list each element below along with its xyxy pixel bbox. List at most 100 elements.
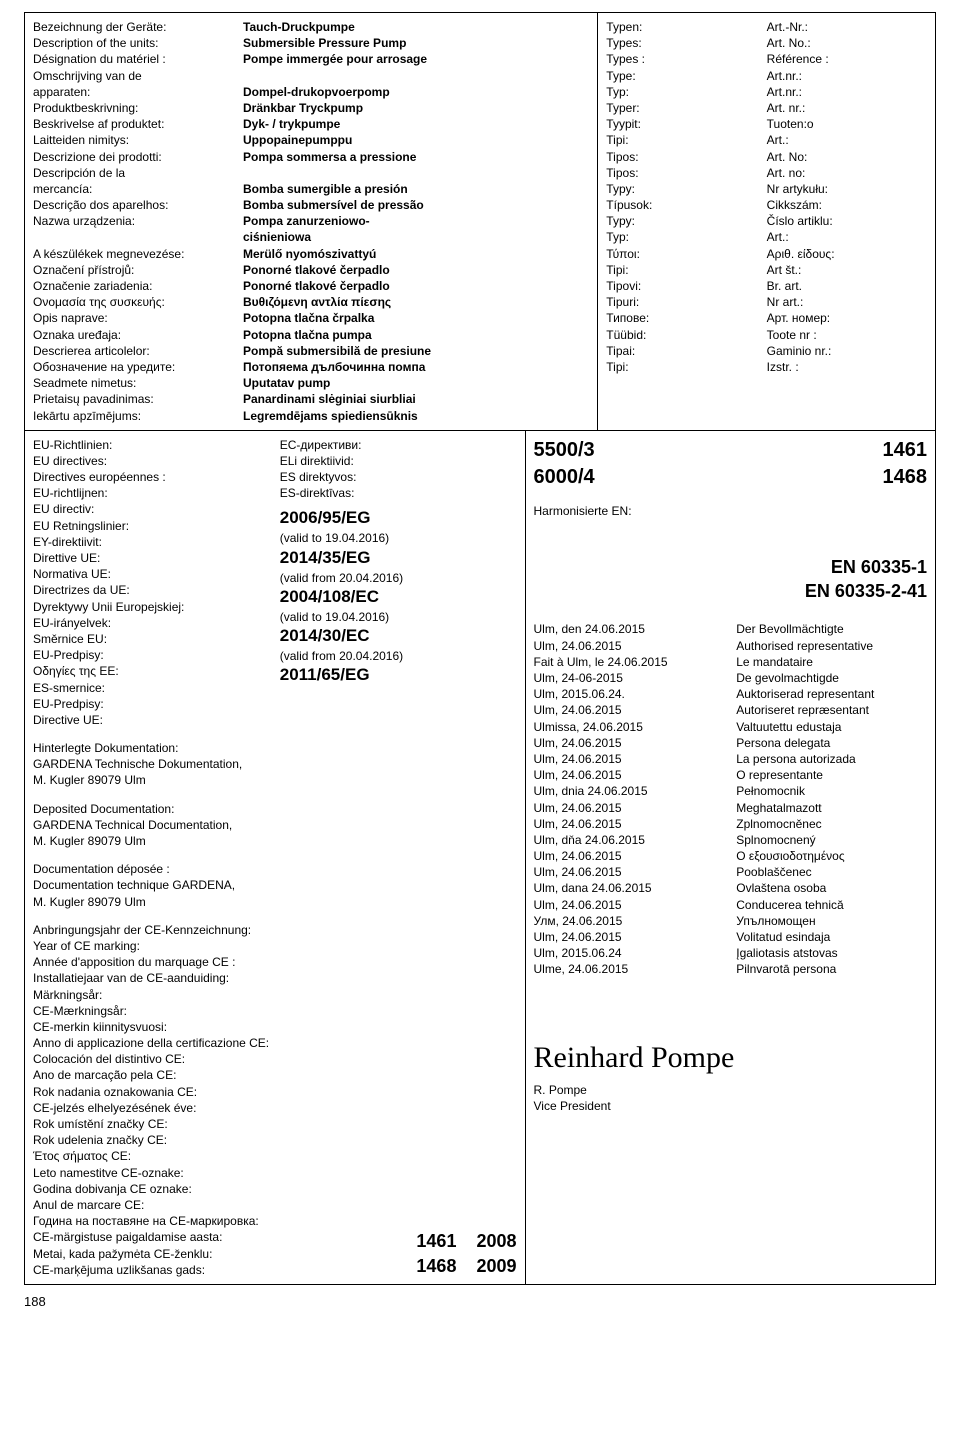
representative-line: Auktoriserad representant — [736, 686, 927, 702]
ce-year-2009: 2009 — [476, 1254, 516, 1278]
description-label: Označenie zariadenia: — [33, 278, 243, 294]
type-label: Tipos: — [606, 165, 766, 181]
date-line: Ulm, 24.06.2015 — [534, 751, 725, 767]
type-label: Tipos: — [606, 149, 766, 165]
eu-directive-label: EU-Predpisy: — [33, 696, 270, 712]
artno-label: Art. No.: — [767, 35, 927, 51]
date-line: Ulm, 24.06.2015 — [534, 848, 725, 864]
ce-year-label: Colocación del distintivo CE: — [33, 1051, 396, 1067]
description-value: Pompă submersibilă de presiune — [243, 343, 589, 359]
description-value: Pompa zanurzeniowo- — [243, 213, 589, 229]
type-label: Típusok: — [606, 197, 766, 213]
date-line: Ulm, den 24.06.2015 — [534, 621, 725, 637]
eu-directive-label: EU-Predpisy: — [33, 647, 270, 663]
description-row: Seadmete nimetus:Uputatav pump — [33, 375, 589, 391]
doc-de-1: GARDENA Technische Dokumentation, — [33, 756, 517, 772]
types-artno: Typen:Types:Types :Type:Typ:Typer:Tyypit… — [598, 13, 935, 430]
description-label: Обозначение на уредите: — [33, 359, 243, 375]
eu-directive-label: Οδηγίες της ΕΕ: — [33, 663, 270, 679]
description-value — [243, 68, 589, 84]
ce-year-label: Anbringungsjahr der CE-Kennzeichnung: — [33, 922, 396, 938]
signature-name: R. Pompe — [534, 1082, 928, 1098]
date-line: Fait à Ulm, le 24.06.2015 — [534, 654, 725, 670]
model-5500-3: 5500/3 — [534, 437, 595, 464]
type-label: Tipi: — [606, 359, 766, 375]
signature-title: Vice President — [534, 1098, 928, 1114]
page-number: 188 — [24, 1293, 936, 1311]
description-label: Produktbeskrivning: — [33, 100, 243, 116]
directive-note: (valid from 20.04.2016) — [280, 648, 517, 664]
ce-year-block: Anbringungsjahr der CE-Kennzeichnung:Yea… — [33, 922, 517, 1278]
type-label: Type: — [606, 68, 766, 84]
description-row: Descrierea articolelor:Pompă submersibil… — [33, 343, 589, 359]
signature-area: Reinhard Pompe R. Pompe Vice President — [534, 1038, 928, 1115]
artno-label: Br. art. — [767, 278, 927, 294]
type-label: Types: — [606, 35, 766, 51]
artno-label: Art. No: — [767, 149, 927, 165]
model-6000-4: 6000/4 — [534, 464, 595, 491]
representative-line: Ο εξουσιοδοτημένος — [736, 848, 927, 864]
eu-directive-label: ES-smernice: — [33, 680, 270, 696]
eu-directive-label: EY-direktiivit: — [33, 534, 270, 550]
description-label: Omschrijving van de — [33, 68, 243, 84]
date-line: Улм, 24.06.2015 — [534, 913, 725, 929]
representative-line: Meghatalmazott — [736, 800, 927, 816]
description-row: ciśnieniowa — [33, 229, 589, 245]
models-row: 5500/3 6000/4 1461 1468 — [534, 437, 928, 491]
description-row: Description of the units:Submersible Pre… — [33, 35, 589, 51]
ce-year-label: CE-merkin kiinnitysvuosi: — [33, 1019, 396, 1035]
description-value: Panardinami slėginiai siurbliai — [243, 391, 589, 407]
date-line: Ulm, 24.06.2015 — [534, 800, 725, 816]
eu-directive-label: EU-irányelvek: — [33, 615, 270, 631]
ce-year-label: Έτος σήματος CE: — [33, 1148, 396, 1164]
eu-directive-label: Directive UE: — [33, 712, 270, 728]
eu-directive-label: EU-richtlijnen: — [33, 485, 270, 501]
doc-de: Hinterlegte Dokumentation: GARDENA Techn… — [33, 740, 517, 789]
description-label: Opis naprave: — [33, 310, 243, 326]
type-label: Tipovi: — [606, 278, 766, 294]
date-line: Ulm, dana 24.06.2015 — [534, 880, 725, 896]
representative-line: La persona autorizada — [736, 751, 927, 767]
representative-line: Zplnomocněnec — [736, 816, 927, 832]
description-row: Nazwa urządzenia:Pompa zanurzeniowo- — [33, 213, 589, 229]
ce-year-label: Rok udelenia značky CE: — [33, 1132, 396, 1148]
description-value: Pompe immergée pour arrosage — [243, 51, 589, 67]
description-label: Nazwa urządzenia: — [33, 213, 243, 229]
eu-directive-label: EU Retningslinier: — [33, 518, 270, 534]
description-value: Pompa sommersa a pressione — [243, 149, 589, 165]
description-row: Обозначение на уредите:Потопяема дълбочи… — [33, 359, 589, 375]
dates-reps: Ulm, den 24.06.2015Ulm, 24.06.2015Fait à… — [534, 621, 928, 977]
description-row: Beskrivelse af produktet:Dyk- / trykpump… — [33, 116, 589, 132]
artno-label: Art. nr.: — [767, 100, 927, 116]
date-line: Ulm, dňa 24.06.2015 — [534, 832, 725, 848]
eu-directive-label: Dyrektywy Unii Europejskiej: — [33, 599, 270, 615]
ce-year-label: Anno di applicazione della certificazion… — [33, 1035, 396, 1051]
description-value: Dompel-drukopvoerpomp — [243, 84, 589, 100]
description-row: mercancía:Bomba sumergible a presión — [33, 181, 589, 197]
ce-year-label: Année d'apposition du marquage CE : — [33, 954, 396, 970]
ce-year-label: CE-marķējuma uzlikšanas gads: — [33, 1262, 396, 1278]
type-label: Tipi: — [606, 132, 766, 148]
description-label: Descrição dos aparelhos: — [33, 197, 243, 213]
ce-year-label: Rok nadania oznakowania CE: — [33, 1084, 396, 1100]
artno-label: Toote nr : — [767, 327, 927, 343]
artno-label: Art.: — [767, 229, 927, 245]
description-label: A készülékek megnevezése: — [33, 246, 243, 262]
type-label: Typy: — [606, 181, 766, 197]
doc-en: Deposited Documentation: GARDENA Technic… — [33, 801, 517, 850]
artno-label: Tuoten:o — [767, 116, 927, 132]
representative-line: Ovlaštena osoba — [736, 880, 927, 896]
representative-line: Упълномощен — [736, 913, 927, 929]
ce-year-table: 1461 1468 2008 2009 — [416, 1229, 516, 1278]
eu-directive-label: Directrizes da UE: — [33, 582, 270, 598]
representative-line: Valtuutettu edustaja — [736, 719, 927, 735]
description-value: Potopna tlačna pumpa — [243, 327, 589, 343]
ce-year-label: Anul de marcare CE: — [33, 1197, 396, 1213]
ce-year-label: Metai, kada pažymėta CE-ženklu: — [33, 1246, 396, 1262]
date-line: Ulm, 24.06.2015 — [534, 638, 725, 654]
ce-year-label: CE-Mærkningsår: — [33, 1003, 396, 1019]
directive-note: (valid to 19.04.2016) — [280, 609, 517, 625]
type-label: Tyypit: — [606, 116, 766, 132]
artno-label: Cikkszám: — [767, 197, 927, 213]
description-label: Descripción de la — [33, 165, 243, 181]
